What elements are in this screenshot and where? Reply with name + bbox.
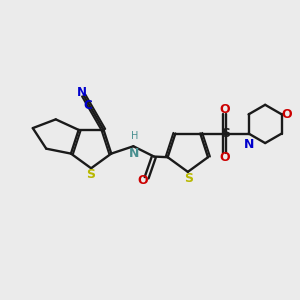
Text: N: N [77, 86, 87, 99]
Text: O: O [219, 103, 230, 116]
Text: S: S [184, 172, 193, 185]
Text: S: S [87, 168, 96, 181]
Text: H: H [131, 131, 139, 141]
Text: N: N [243, 138, 254, 151]
Text: O: O [219, 151, 230, 164]
Text: O: O [137, 174, 148, 187]
Text: N: N [129, 147, 139, 160]
Text: O: O [282, 108, 292, 121]
Text: C: C [84, 99, 92, 112]
Text: S: S [221, 127, 230, 140]
